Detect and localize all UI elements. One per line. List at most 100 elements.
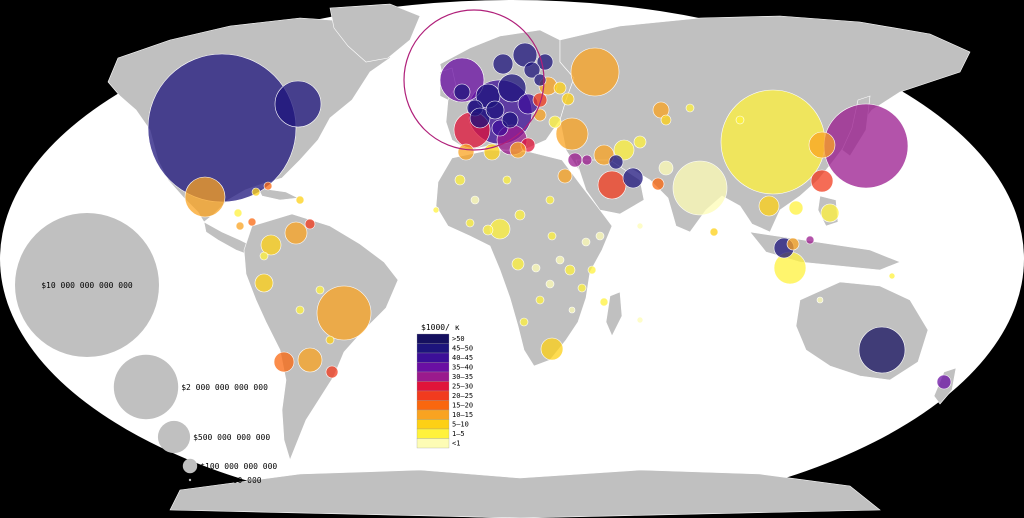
legend-label: 25–30 [452,383,473,391]
country-bubble [805,235,815,245]
country-bubble [553,81,567,95]
country-bubble [633,135,647,149]
country-bubble [533,108,547,122]
country-bubble [532,92,548,108]
size-key-circle [113,354,179,420]
country-bubble [540,337,564,361]
country-bubble [519,317,529,327]
country-bubble [788,200,804,216]
country-bubble [555,255,565,265]
country-bubble [453,83,471,101]
country-bubble [652,101,670,119]
country-bubble [439,57,485,103]
country-bubble [470,195,480,205]
country-bubble [184,176,226,218]
legend-swatch [416,343,450,354]
size-key-label: $500 000 000 000 [193,433,270,442]
country-bubble [469,107,491,129]
size-key-label: $2 000 000 000 000 [181,383,268,392]
legend-label: 1–5 [452,430,465,438]
size-key-label: $10 000 000 000 000 [41,281,133,290]
country-bubble [304,218,316,230]
country-bubble [259,251,269,261]
country-bubble [758,195,780,217]
country-bubble [235,221,245,231]
legend-label: 30–35 [452,373,473,381]
country-bubble [316,285,372,341]
legend-swatch [416,419,450,430]
country-bubble [587,265,597,275]
legend-label: 15–20 [452,402,473,410]
country-bubble [432,206,440,214]
size-key-circle [188,478,192,482]
country-bubble [651,177,665,191]
country-bubble [557,168,573,184]
country-bubble [820,203,840,223]
country-bubble [485,100,505,120]
legend-label: 20–25 [452,392,473,400]
country-bubble [284,221,308,245]
country-bubble [823,103,909,189]
country-bubble [465,218,475,228]
country-bubble [636,222,644,230]
country-bubble [685,103,695,113]
country-bubble [568,306,576,314]
country-bubble [613,139,635,161]
size-key-circle [182,458,198,474]
country-bubble [786,237,800,251]
legend-label: <1 [452,440,460,448]
country-bubble [273,351,295,373]
country-bubble [263,181,273,191]
country-bubble [936,374,952,390]
legend-swatch [416,438,450,449]
country-bubble [274,80,322,128]
country-bubble [548,115,562,129]
europe-highlight-ring [403,9,545,151]
country-bubble [260,234,282,256]
country-bubble [535,295,545,305]
country-bubble [561,92,575,106]
legend-swatch [416,333,450,344]
legend-label: >50 [452,335,465,343]
country-bubble [511,257,525,271]
country-bubble [315,285,325,295]
landmass-madagascar [605,291,623,337]
country-bubble [564,264,576,276]
country-bubble [547,231,557,241]
legend-label: 35–40 [452,364,473,372]
country-bubble [454,174,466,186]
size-key-circle [157,420,191,454]
legend-label: 10–15 [452,411,473,419]
country-bubble [502,175,512,185]
country-bubble [735,115,745,125]
landmass-south-america [243,213,399,461]
country-bubble [660,114,672,126]
country-bubbles [147,9,952,390]
country-bubble [482,224,494,236]
landmass-caribbean [257,187,300,201]
country-bubble [577,283,587,293]
country-bubble [567,152,583,168]
legend-swatch [416,371,450,382]
bubble-size-key: $10 000 000 000 000 $2 000 000 000 000 $50… [15,213,277,485]
country-bubble [531,263,541,273]
country-bubble [233,208,243,218]
country-bubble [608,154,624,170]
country-bubble [457,143,475,161]
country-bubble [858,326,906,374]
country-bubble [147,53,297,203]
country-bubble [888,272,896,280]
country-bubble [599,297,609,307]
country-bubble [523,61,541,79]
legend-swatch [416,409,450,420]
country-bubble [297,347,323,373]
country-bubble [597,170,627,200]
landmass-antarctica [169,469,881,518]
country-bubble [483,143,501,161]
country-bubble [501,111,519,129]
legend-swatch [416,428,450,439]
legend-label: 45–50 [452,345,473,353]
legend-swatch [416,352,450,363]
